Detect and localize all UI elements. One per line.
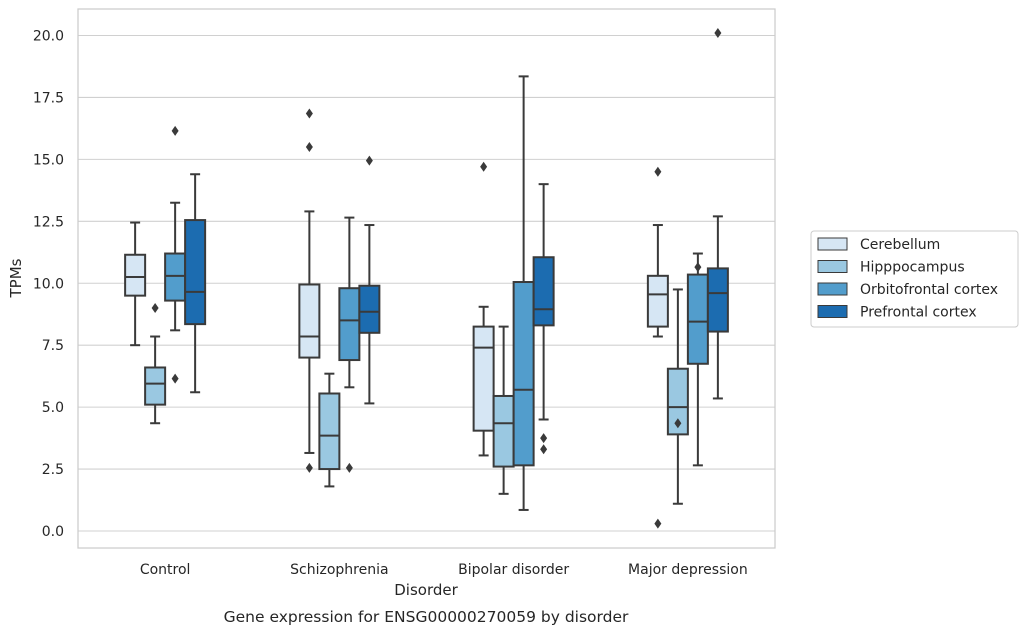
- box-body: [124, 253, 147, 297]
- legend-frame: [810, 230, 1019, 328]
- y-tick-label: 5.0: [42, 400, 64, 416]
- chart-caption: Gene expression for ENSG00000270059 by d…: [224, 608, 629, 626]
- x-tick-label: Major depression: [628, 562, 748, 578]
- plot-area-frame: [77, 8, 776, 549]
- box-3-1: [358, 155, 381, 405]
- legend-label: Hipppocampus: [860, 260, 965, 276]
- box-0-3: [646, 166, 669, 529]
- box-1-2: [492, 325, 515, 495]
- y-axis-label: TPMs: [7, 258, 25, 298]
- box-body: [318, 392, 341, 471]
- outlier-point: [305, 141, 313, 152]
- box-body: [144, 366, 167, 406]
- box-plot-marks: [124, 28, 729, 529]
- box-body: [358, 284, 381, 334]
- x-tick-label: Bipolar disorder: [458, 562, 569, 578]
- y-tick-label: 0.0: [42, 524, 64, 540]
- outlier-point: [654, 166, 662, 177]
- outlier-point: [674, 418, 682, 429]
- y-tick-label: 20.0: [33, 29, 64, 45]
- box-2-1: [338, 216, 361, 473]
- box-body: [298, 283, 321, 359]
- box-body: [532, 256, 555, 327]
- box-0-2: [472, 161, 495, 457]
- box-body: [646, 274, 669, 328]
- y-tick-label: 2.5: [42, 462, 64, 478]
- y-tick-label: 15.0: [33, 152, 64, 168]
- x-axis-label: Disorder: [394, 581, 458, 599]
- outlier-point: [540, 444, 548, 455]
- x-tick-labels: Control Schizophrenia Bipolar disorder Majo…: [140, 562, 748, 578]
- box-1-3: [666, 288, 689, 505]
- box-3-2: [532, 183, 555, 455]
- outlier-point: [540, 433, 548, 444]
- box-body: [164, 252, 187, 302]
- y-tick-labels: 0.0 2.5 5.0 7.5 10.0 12.5 15.0 17.5 20.0: [33, 29, 64, 541]
- box-2-0: [164, 125, 187, 384]
- box-body: [686, 273, 709, 365]
- legend-swatch: [817, 282, 848, 296]
- legend-swatch: [817, 260, 848, 273]
- outlier-point: [345, 462, 353, 473]
- box-body: [184, 219, 207, 326]
- y-tick-label: 17.5: [33, 90, 64, 106]
- outlier-point: [714, 28, 722, 39]
- legend-swatch: [817, 237, 848, 251]
- box-0-0: [124, 221, 147, 347]
- legend-swatch: [817, 305, 848, 318]
- box-body: [338, 287, 361, 362]
- box-2-3: [686, 252, 709, 467]
- box-body: [706, 267, 729, 333]
- outlier-point: [694, 262, 702, 273]
- box-0-1: [298, 108, 321, 473]
- legend-label: Orbitofrontal cortex: [860, 282, 998, 298]
- legend: Cerebellum Hipppocampus Orbitofrontal cort…: [810, 230, 1019, 328]
- outlier-point: [654, 518, 662, 529]
- box-3-3: [706, 28, 729, 400]
- y-tick-label: 10.0: [33, 276, 64, 292]
- outlier-point: [365, 155, 373, 166]
- box-1-1: [318, 372, 341, 488]
- outlier-point: [151, 303, 159, 314]
- box-body: [492, 394, 515, 468]
- box-1-0: [144, 303, 167, 425]
- outlier-point: [171, 373, 179, 384]
- box-3-0: [184, 173, 207, 394]
- box-body: [472, 325, 495, 432]
- outlier-point: [305, 108, 313, 119]
- outlier-point: [480, 161, 488, 172]
- x-tick-label: Control: [140, 562, 191, 578]
- outlier-point: [305, 462, 313, 473]
- legend-label: Prefrontal cortex: [860, 305, 977, 321]
- box-2-2: [512, 75, 535, 511]
- box-body: [512, 281, 535, 467]
- x-tick-label: Schizophrenia: [290, 562, 388, 578]
- legend-label: Cerebellum: [860, 237, 940, 253]
- y-tick-label: 12.5: [33, 214, 64, 230]
- outlier-point: [171, 125, 179, 136]
- y-tick-label: 7.5: [42, 338, 64, 354]
- box-body: [666, 367, 689, 436]
